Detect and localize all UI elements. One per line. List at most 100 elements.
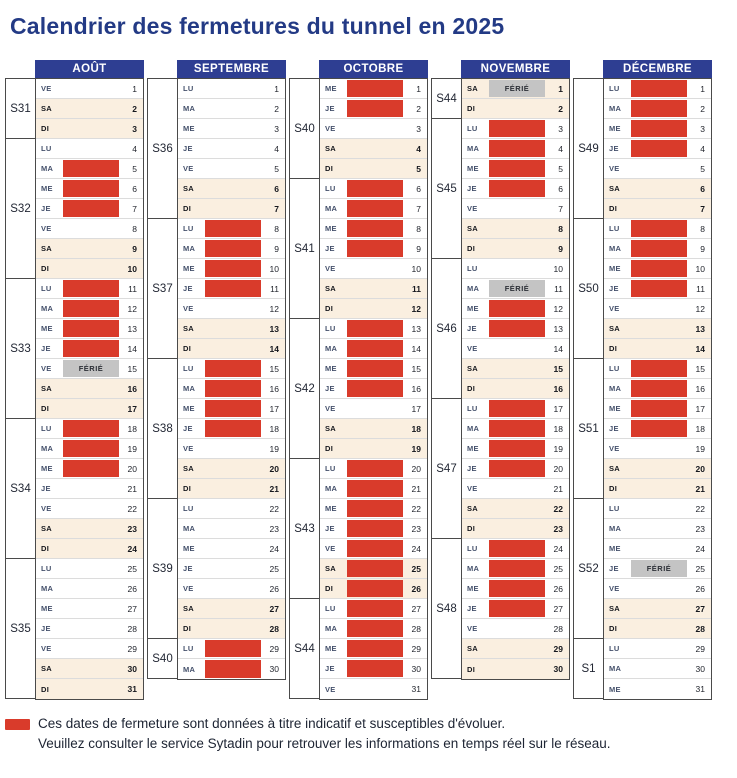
closure-block [205, 240, 261, 257]
closure-block [205, 660, 261, 678]
day-middle [347, 559, 403, 578]
day-middle [631, 679, 687, 699]
day-number: 15 [695, 363, 705, 374]
day-abbrev: LU [609, 84, 620, 93]
day-middle [489, 259, 545, 278]
day-number: 17 [127, 403, 137, 414]
day-abbrev: DI [41, 544, 50, 553]
day-abbrev: VE [325, 684, 336, 694]
day-abbrev: ME [325, 364, 337, 373]
day-row: LU 25 [36, 559, 143, 579]
day-middle [63, 619, 119, 638]
closure-block [489, 320, 545, 337]
day-number: 5 [558, 163, 563, 174]
day-middle [347, 79, 403, 98]
day-number: 9 [558, 243, 563, 254]
closure-block [631, 360, 687, 377]
day-abbrev: VE [467, 204, 478, 213]
day-number: 18 [127, 423, 137, 434]
day-abbrev: VE [609, 444, 620, 453]
week-column: S40 S41 S42 S43 S44 [289, 60, 319, 700]
day-abbrev: ME [467, 584, 479, 593]
day-middle [347, 299, 403, 318]
closure-block [489, 600, 545, 617]
day-abbrev: SA [467, 644, 479, 653]
day-row: MA 21 [320, 479, 427, 499]
day-number: 7 [558, 203, 563, 214]
closure-block [347, 500, 403, 517]
day-number: 22 [553, 503, 563, 514]
day-middle [63, 399, 119, 418]
day-middle [347, 659, 403, 678]
day-middle [489, 499, 545, 518]
day-abbrev: LU [183, 84, 194, 93]
day-number: 14 [269, 343, 279, 354]
day-middle [347, 239, 403, 258]
month-header: OCTOBRE [319, 60, 428, 78]
day-middle [347, 199, 403, 218]
day-row: MA 7 [320, 199, 427, 219]
day-row: SA FÉRIÉ 1 [462, 79, 569, 99]
day-middle [205, 259, 261, 278]
day-middle [63, 659, 119, 678]
day-abbrev: DI [325, 304, 334, 313]
day-middle [489, 219, 545, 238]
day-abbrev: ME [183, 404, 195, 413]
day-abbrev: VE [183, 584, 194, 593]
day-row: ME 12 [462, 299, 569, 319]
day-middle [63, 259, 119, 278]
day-number: 27 [127, 603, 137, 614]
closure-block [347, 200, 403, 217]
day-middle [205, 579, 261, 598]
day-number: 30 [695, 663, 705, 674]
day-row: LU 27 [320, 599, 427, 619]
day-middle [347, 579, 403, 598]
day-middle [489, 479, 545, 498]
day-abbrev: SA [467, 224, 479, 233]
day-middle [347, 539, 403, 558]
day-row: DI 9 [462, 239, 569, 259]
day-middle [205, 279, 261, 298]
day-middle [489, 159, 545, 178]
day-abbrev: JE [609, 564, 619, 573]
day-row: ME 29 [320, 639, 427, 659]
day-abbrev: VE [467, 624, 478, 633]
closure-block [205, 260, 261, 277]
day-number: 5 [132, 163, 137, 174]
day-row: SA 23 [36, 519, 143, 539]
day-middle [63, 379, 119, 398]
closure-block [347, 80, 403, 97]
day-row: MA 2 [178, 99, 285, 119]
day-number: 25 [127, 563, 137, 574]
day-middle [205, 119, 261, 138]
day-abbrev: MA [609, 384, 622, 393]
day-abbrev: DI [183, 624, 192, 633]
day-row: VE 29 [36, 639, 143, 659]
day-abbrev: MA [609, 244, 622, 253]
day-number: 31 [127, 684, 137, 694]
day-middle [489, 659, 545, 679]
day-row: VE 26 [604, 579, 711, 599]
day-number: 4 [558, 143, 563, 154]
day-row: MA 26 [36, 579, 143, 599]
day-row: MA 14 [320, 339, 427, 359]
day-abbrev: ME [609, 124, 621, 133]
day-number: 2 [274, 103, 279, 114]
day-middle [631, 599, 687, 618]
day-row: VE 24 [320, 539, 427, 559]
day-row: MA 25 [462, 559, 569, 579]
day-number: 15 [127, 363, 137, 374]
week-label: S48 [431, 538, 461, 679]
day-middle [347, 619, 403, 638]
day-middle [631, 279, 687, 298]
day-number: 16 [269, 383, 279, 394]
day-abbrev: VE [41, 224, 52, 233]
day-abbrev: ME [325, 84, 337, 93]
closure-block [205, 220, 261, 237]
day-number: 12 [553, 303, 563, 314]
day-abbrev: JE [325, 244, 335, 253]
day-abbrev: SA [183, 324, 195, 333]
day-abbrev: LU [183, 224, 194, 233]
day-number: 31 [695, 684, 705, 694]
day-row: MA 16 [604, 379, 711, 399]
